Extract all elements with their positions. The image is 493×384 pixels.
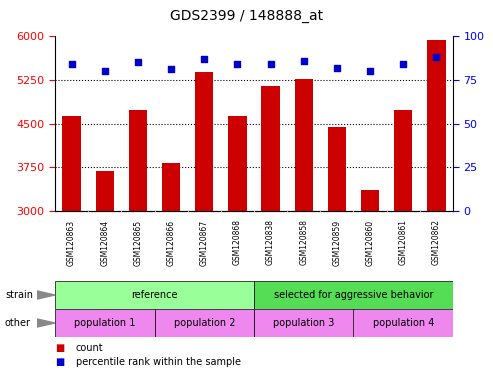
Text: GSM120864: GSM120864 xyxy=(100,219,109,265)
Polygon shape xyxy=(37,319,55,327)
Bar xyxy=(328,127,346,211)
Text: ■: ■ xyxy=(55,357,64,367)
Text: other: other xyxy=(5,318,31,328)
Bar xyxy=(394,110,412,211)
Bar xyxy=(261,86,280,211)
Text: GSM120868: GSM120868 xyxy=(233,219,242,265)
Text: GSM120860: GSM120860 xyxy=(366,219,375,265)
Point xyxy=(68,61,75,67)
Bar xyxy=(55,281,254,309)
Point xyxy=(366,68,374,74)
Bar xyxy=(353,309,453,337)
Point xyxy=(333,65,341,71)
Text: GSM120865: GSM120865 xyxy=(134,219,142,265)
Point xyxy=(167,66,175,72)
Bar xyxy=(162,163,180,211)
Bar xyxy=(254,281,453,309)
Text: GDS2399 / 148888_at: GDS2399 / 148888_at xyxy=(170,9,323,23)
Text: ■: ■ xyxy=(55,343,64,353)
Text: GSM120861: GSM120861 xyxy=(399,219,408,265)
Text: population 1: population 1 xyxy=(74,318,136,328)
Text: population 3: population 3 xyxy=(273,318,334,328)
Bar xyxy=(295,79,313,211)
Text: population 4: population 4 xyxy=(373,318,434,328)
Bar xyxy=(63,116,81,211)
Text: strain: strain xyxy=(5,290,33,300)
Text: GSM120838: GSM120838 xyxy=(266,219,275,265)
Bar xyxy=(254,309,353,337)
Bar xyxy=(361,190,379,211)
Bar xyxy=(427,40,446,211)
Text: percentile rank within the sample: percentile rank within the sample xyxy=(76,357,241,367)
Text: count: count xyxy=(76,343,104,353)
Bar xyxy=(96,171,114,211)
Text: reference: reference xyxy=(131,290,178,300)
Bar xyxy=(228,116,246,211)
Text: GSM120859: GSM120859 xyxy=(332,219,342,265)
Polygon shape xyxy=(37,291,55,299)
Text: population 2: population 2 xyxy=(174,318,235,328)
Text: GSM120862: GSM120862 xyxy=(432,219,441,265)
Point xyxy=(267,61,275,67)
Point xyxy=(432,54,440,60)
Bar xyxy=(129,110,147,211)
Point xyxy=(300,58,308,64)
Point xyxy=(399,61,407,67)
Point xyxy=(200,56,208,62)
Text: GSM120858: GSM120858 xyxy=(299,219,308,265)
Text: GSM120867: GSM120867 xyxy=(200,219,209,265)
Point xyxy=(101,68,108,74)
Text: selected for aggressive behavior: selected for aggressive behavior xyxy=(274,290,433,300)
Point xyxy=(234,61,242,67)
Text: GSM120866: GSM120866 xyxy=(167,219,176,265)
Point xyxy=(134,59,142,65)
Bar xyxy=(195,72,213,211)
Bar xyxy=(55,309,154,337)
Text: GSM120863: GSM120863 xyxy=(67,219,76,265)
Bar xyxy=(154,309,254,337)
